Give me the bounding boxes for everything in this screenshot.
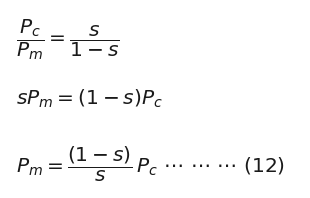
Text: $P_m = \dfrac{(1 - s)}{s}\,P_c\ \cdots\ \cdots\ \cdots\ (12)$: $P_m = \dfrac{(1 - s)}{s}\,P_c\ \cdots\ … [16, 145, 285, 184]
Text: $sP_m = (1 - s)P_c$: $sP_m = (1 - s)P_c$ [16, 88, 162, 110]
Text: $\dfrac{P_c}{P_m} = \dfrac{s}{1 - s}$: $\dfrac{P_c}{P_m} = \dfrac{s}{1 - s}$ [16, 17, 119, 62]
